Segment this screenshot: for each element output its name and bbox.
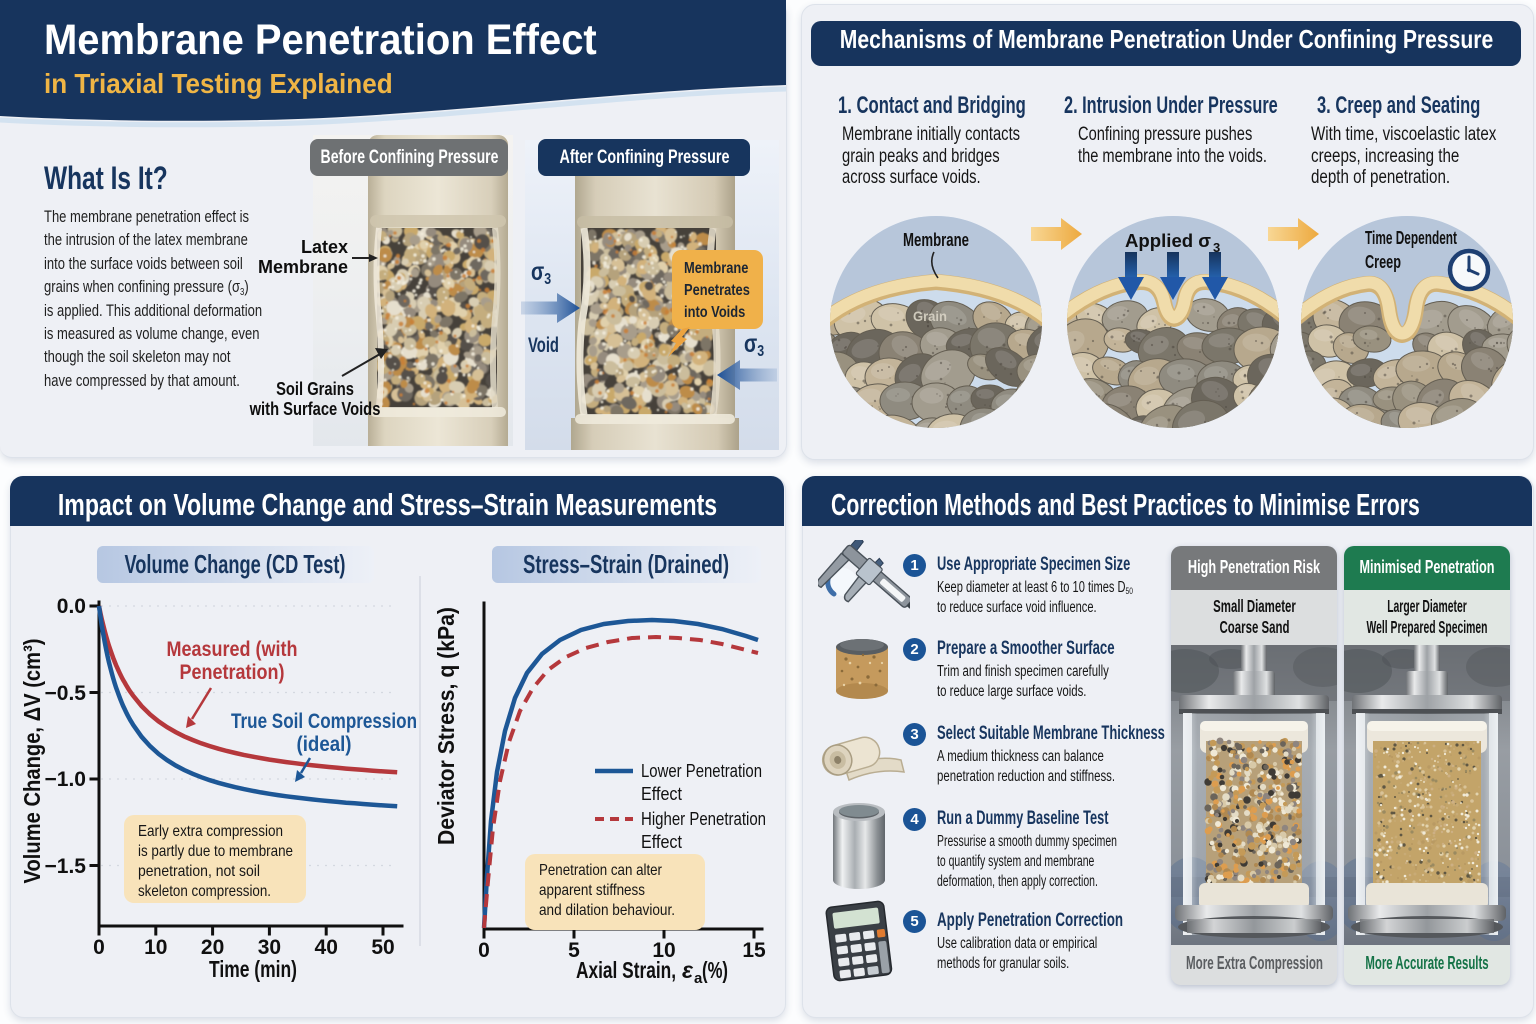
svg-text:5: 5 [568, 939, 580, 962]
svg-text:Axial Strain,: Axial Strain, [576, 957, 676, 983]
svg-text:penetration, not soil: penetration, not soil [138, 863, 260, 880]
svg-text:Grain: Grain [913, 308, 947, 324]
svg-text:Lower Penetration: Lower Penetration [641, 761, 762, 781]
svg-text:20: 20 [201, 936, 224, 959]
svg-text:0: 0 [93, 936, 105, 959]
svg-text:Time Dependent: Time Dependent [1365, 228, 1457, 248]
svg-text:Time (min): Time (min) [209, 956, 297, 982]
svg-text:Membrane: Membrane [903, 230, 969, 250]
svg-text:skeleton compression.: skeleton compression. [138, 883, 271, 900]
svg-text:is partly due to membrane: is partly due to membrane [138, 843, 293, 860]
svg-text:10: 10 [144, 936, 167, 959]
svg-text:−1.0: −1.0 [45, 768, 86, 791]
svg-text:−1.5: −1.5 [45, 855, 87, 878]
svg-text:Deviator Stress, q (kPa): Deviator Stress, q (kPa) [433, 607, 459, 845]
svg-text:ε: ε [682, 957, 694, 983]
svg-text:15: 15 [742, 939, 766, 962]
svg-text:True Soil Compression: True Soil Compression [231, 710, 417, 733]
svg-text:Measured (with: Measured (with [167, 638, 298, 661]
svg-text:Stress–Strain (Drained): Stress–Strain (Drained) [523, 549, 729, 579]
svg-text:Effect: Effect [641, 832, 682, 852]
svg-text:Early extra compression: Early extra compression [138, 823, 283, 840]
svg-text:a: a [694, 970, 703, 987]
svg-text:Creep: Creep [1365, 252, 1401, 272]
svg-text:30: 30 [258, 936, 281, 959]
svg-text:50: 50 [371, 936, 394, 959]
svg-text:40: 40 [315, 936, 338, 959]
svg-text:(%): (%) [702, 957, 728, 983]
svg-text:Volume Change, ΔV (cm³): Volume Change, ΔV (cm³) [19, 639, 45, 884]
svg-text:Effect: Effect [641, 784, 682, 804]
svg-text:apparent stiffness: apparent stiffness [539, 882, 645, 899]
svg-text:−0.5: −0.5 [45, 682, 87, 705]
svg-text:and dilation behaviour.: and dilation behaviour. [539, 902, 675, 919]
svg-text:Higher Penetration: Higher Penetration [641, 809, 766, 829]
svg-text:3: 3 [1213, 240, 1220, 255]
svg-text:10: 10 [652, 939, 675, 962]
svg-text:(ideal): (ideal) [297, 733, 352, 756]
svg-text:Penetration): Penetration) [180, 661, 285, 684]
svg-text:Applied σ: Applied σ [1125, 231, 1211, 251]
svg-text:0.0: 0.0 [57, 595, 86, 618]
svg-text:0: 0 [478, 939, 490, 962]
svg-text:Volume Change (CD Test): Volume Change (CD Test) [125, 549, 346, 579]
svg-text:Penetration can alter: Penetration can alter [539, 862, 663, 879]
